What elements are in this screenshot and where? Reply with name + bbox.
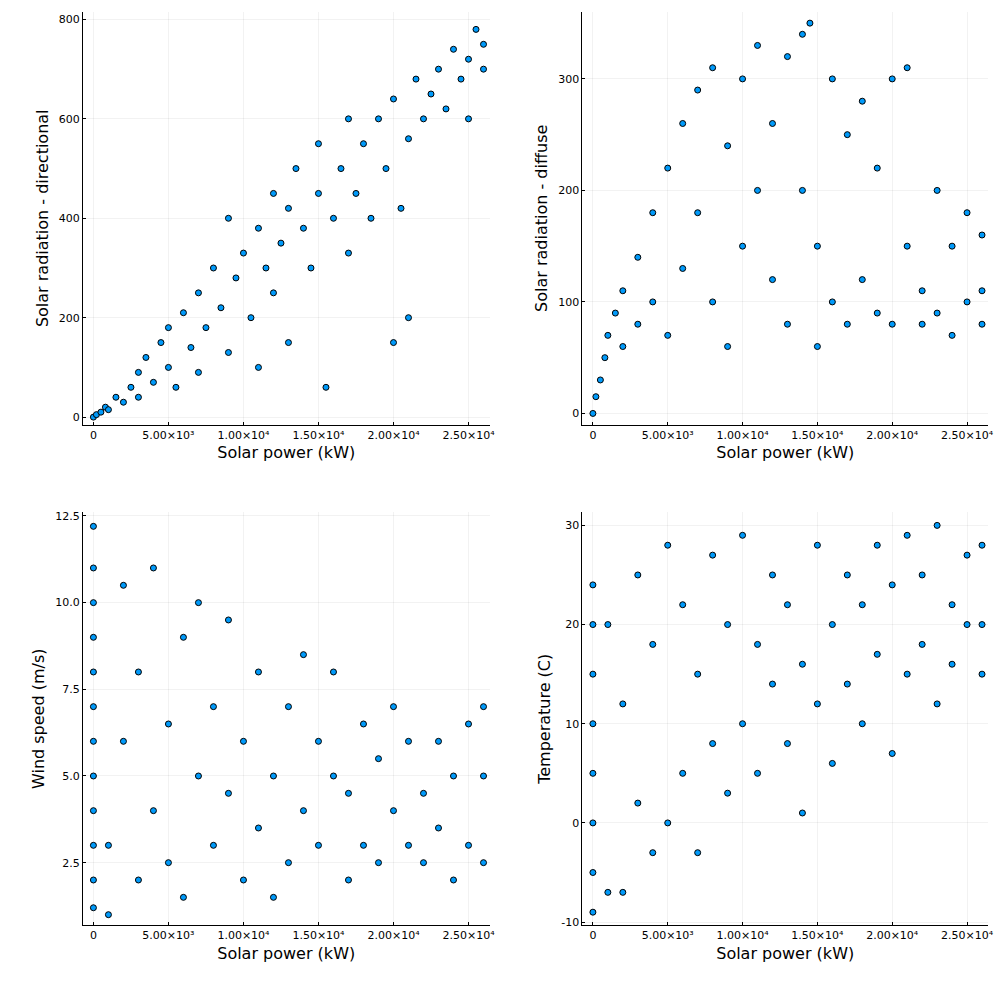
svg-text:0: 0 (90, 429, 97, 442)
svg-text:5.00×10³: 5.00×10³ (642, 429, 694, 442)
svg-text:2.50×10⁴: 2.50×10⁴ (442, 429, 495, 442)
svg-text:0: 0 (589, 429, 596, 442)
svg-text:2.5: 2.5 (62, 857, 80, 870)
svg-text:Temperature (C): Temperature (C) (535, 654, 554, 785)
svg-text:12.5: 12.5 (55, 510, 80, 523)
svg-text:1.50×10⁴: 1.50×10⁴ (292, 929, 345, 942)
svg-text:1.50×10⁴: 1.50×10⁴ (791, 929, 844, 942)
svg-text:0: 0 (572, 817, 579, 830)
svg-text:Solar power (kW): Solar power (kW) (716, 443, 854, 462)
svg-text:800: 800 (59, 13, 80, 26)
svg-text:20: 20 (565, 618, 579, 631)
svg-text:2.50×10⁴: 2.50×10⁴ (941, 429, 994, 442)
svg-text:5.00×10³: 5.00×10³ (642, 929, 694, 942)
svg-text:Solar radiation - diffuse: Solar radiation - diffuse (532, 125, 551, 312)
svg-text:200: 200 (59, 312, 80, 325)
svg-text:5.00×10³: 5.00×10³ (142, 429, 194, 442)
svg-text:100: 100 (558, 296, 579, 309)
svg-text:5.00×10³: 5.00×10³ (142, 929, 194, 942)
svg-text:1.00×10⁴: 1.00×10⁴ (217, 429, 270, 442)
svg-text:Solar power (kW): Solar power (kW) (217, 443, 355, 462)
svg-text:200: 200 (558, 184, 579, 197)
svg-text:1.00×10⁴: 1.00×10⁴ (716, 429, 769, 442)
svg-text:300: 300 (558, 73, 579, 86)
svg-text:1.00×10⁴: 1.00×10⁴ (217, 929, 270, 942)
svg-text:0: 0 (73, 411, 80, 424)
svg-text:1.50×10⁴: 1.50×10⁴ (292, 429, 345, 442)
svg-text:Solar power (kW): Solar power (kW) (217, 944, 355, 963)
svg-text:2.50×10⁴: 2.50×10⁴ (442, 929, 495, 942)
svg-text:1.00×10⁴: 1.00×10⁴ (716, 929, 769, 942)
svg-text:0: 0 (90, 929, 97, 942)
svg-text:0: 0 (589, 929, 596, 942)
svg-text:Solar radiation - directional: Solar radiation - directional (33, 109, 52, 327)
svg-text:30: 30 (565, 519, 579, 532)
svg-text:10: 10 (565, 718, 579, 731)
svg-text:600: 600 (59, 113, 80, 126)
svg-text:2.00×10⁴: 2.00×10⁴ (866, 429, 919, 442)
svg-text:7.5: 7.5 (62, 683, 80, 696)
svg-text:1.50×10⁴: 1.50×10⁴ (791, 429, 844, 442)
svg-text:10.0: 10.0 (55, 596, 80, 609)
svg-text:0: 0 (572, 407, 579, 420)
svg-text:2.00×10⁴: 2.00×10⁴ (367, 429, 420, 442)
svg-text:400: 400 (59, 212, 80, 225)
svg-text:2.50×10⁴: 2.50×10⁴ (941, 929, 994, 942)
svg-text:-10: -10 (561, 916, 579, 929)
svg-text:2.00×10⁴: 2.00×10⁴ (367, 929, 420, 942)
svg-text:Wind speed (m/s): Wind speed (m/s) (29, 649, 48, 790)
svg-text:Solar power (kW): Solar power (kW) (716, 944, 854, 963)
svg-text:5.0: 5.0 (62, 770, 80, 783)
svg-text:2.00×10⁴: 2.00×10⁴ (866, 929, 919, 942)
